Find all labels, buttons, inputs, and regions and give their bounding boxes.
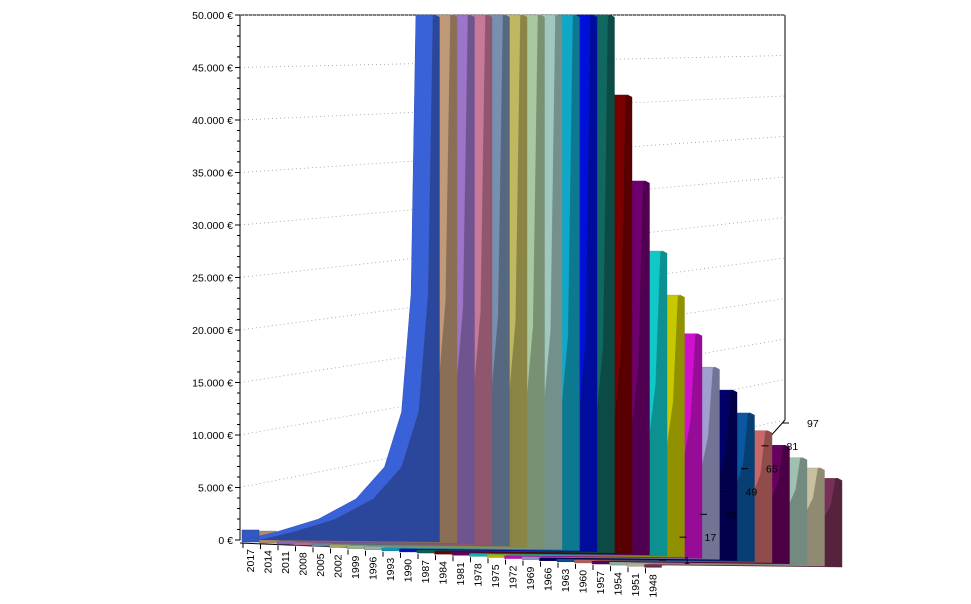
x-tick-label: 1987 bbox=[420, 560, 432, 584]
x-tick-label: 1999 bbox=[350, 555, 362, 579]
x-tick-label: 1966 bbox=[543, 568, 555, 592]
depth-tick-label: 97 bbox=[807, 418, 819, 430]
x-tick-label: 2008 bbox=[298, 552, 310, 576]
x-tick-label: 1957 bbox=[595, 571, 607, 595]
x-tick-label: 1993 bbox=[385, 558, 397, 582]
x-tick-label: 1996 bbox=[368, 557, 380, 581]
x-tick-label: 2014 bbox=[263, 550, 275, 574]
depth-tick-label: 33 bbox=[725, 509, 737, 521]
x-tick-label: 1978 bbox=[473, 563, 485, 587]
depth-tick-label: 17 bbox=[705, 532, 717, 544]
x-tick-label: 1954 bbox=[613, 572, 625, 596]
y-tick-label: 40.000 € bbox=[192, 115, 233, 127]
x-tick-label: 2002 bbox=[333, 554, 345, 578]
x-tick-label: 1948 bbox=[648, 574, 660, 598]
x-tick-label: 2017 bbox=[245, 549, 257, 573]
x-tick-label: 1960 bbox=[578, 570, 590, 594]
y-axis: 0 € 5.000 € 10.000 € 15.000 € 20.000 € 25.000… bbox=[192, 10, 241, 547]
y-tick-label: 35.000 € bbox=[192, 168, 233, 180]
x-tick-label: 1975 bbox=[490, 564, 502, 588]
y-tick-label: 15.000 € bbox=[192, 378, 233, 390]
x-axis: 2017 2014 2011 2008 2005 2002 1999 1996 1993 1990… bbox=[242, 543, 660, 598]
x-tick-label: 1981 bbox=[455, 562, 467, 586]
y-tick-label: 30.000 € bbox=[192, 220, 233, 232]
y-tick-label: 25.000 € bbox=[192, 273, 233, 285]
series-layer bbox=[241, 14, 843, 568]
gridline bbox=[239, 217, 786, 278]
y-tick-label: 0 € bbox=[218, 535, 233, 547]
x-tick-label: 1963 bbox=[560, 569, 572, 593]
series-ribbon-2017 bbox=[241, 14, 440, 543]
y-tick-label: 45.000 € bbox=[192, 63, 233, 75]
y-tick-label: 10.000 € bbox=[192, 430, 233, 442]
series-base bbox=[241, 529, 260, 543]
depth-tick-label: 1 bbox=[684, 555, 690, 567]
y-tick-label: 5.000 € bbox=[198, 483, 233, 495]
y-tick-label: 20.000 € bbox=[192, 325, 233, 337]
x-tick-label: 1969 bbox=[525, 566, 537, 590]
gridline bbox=[239, 379, 786, 488]
depth-tick-label: 49 bbox=[746, 487, 758, 499]
x-tick-label: 1984 bbox=[438, 561, 450, 585]
depth-tick-label: 81 bbox=[787, 441, 799, 453]
x-tick-label: 1972 bbox=[508, 565, 520, 589]
depth-tick-label: 65 bbox=[766, 464, 778, 476]
x-tick-label: 2011 bbox=[280, 551, 292, 574]
y-tick-label: 50.000 € bbox=[192, 10, 233, 22]
x-tick-label: 1951 bbox=[630, 573, 642, 597]
series-side bbox=[259, 15, 440, 542]
depth-axis: 1 17 33 49 65 81 97 bbox=[659, 418, 819, 567]
x-tick-label: 1990 bbox=[403, 559, 415, 583]
x-tick-label: 2005 bbox=[315, 553, 327, 577]
